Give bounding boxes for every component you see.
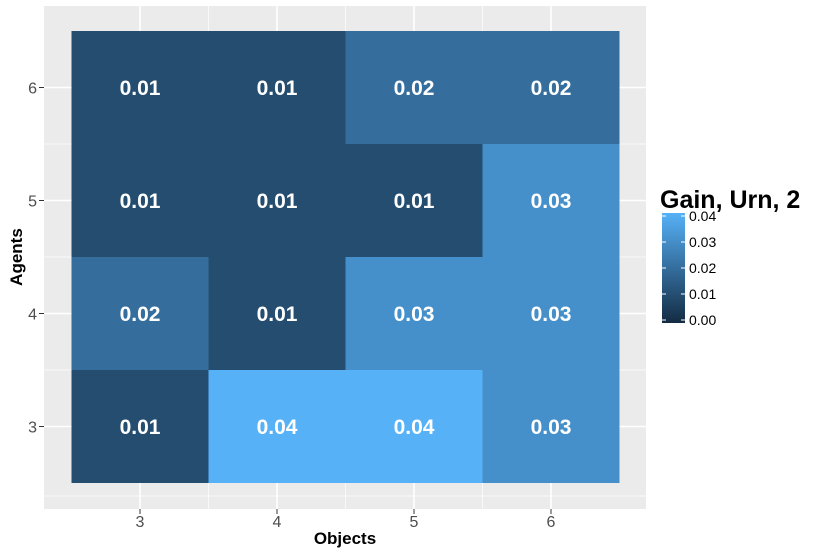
heatmap-cell	[482, 257, 620, 370]
legend-tick-label: 0.03	[689, 234, 716, 250]
legend-tick-label: 0.00	[689, 312, 716, 328]
y-tick-label: 6	[28, 81, 37, 98]
x-tick-label: 3	[136, 514, 145, 531]
cell-value-label: 0.04	[257, 416, 298, 439]
y-axis: 3 4 5 6	[28, 81, 44, 437]
heatmap-cell	[482, 31, 620, 144]
heatmap-cell	[71, 370, 209, 483]
cell-value-label: 0.01	[120, 190, 161, 213]
cell-value-label: 0.03	[531, 303, 572, 326]
legend-ticks: 0.00 0.01 0.02 0.03 0.04	[662, 208, 716, 328]
cell-value-label: 0.04	[394, 416, 435, 439]
heatmap-cell	[482, 144, 620, 257]
heatmap-cell	[208, 370, 346, 483]
heatmap-cell	[345, 370, 483, 483]
heatmap-cell	[71, 257, 209, 370]
heatmap-cell	[208, 31, 346, 144]
heatmap-cell	[208, 257, 346, 370]
cell-value-label: 0.01	[120, 416, 161, 439]
cell-value-label: 0.01	[257, 190, 298, 213]
x-tick-label: 6	[547, 514, 556, 531]
cell-value-label: 0.03	[531, 190, 572, 213]
cell-value-label: 0.01	[394, 190, 435, 213]
x-tick-label: 4	[273, 514, 282, 531]
heatmap-cell	[345, 31, 483, 144]
heatmap-cell	[345, 257, 483, 370]
heatmap-cell	[71, 144, 209, 257]
cell-value-label: 0.02	[531, 77, 572, 100]
cell-value-label: 0.03	[394, 303, 435, 326]
cell-value-label: 0.02	[394, 77, 435, 100]
cell-value-label: 0.01	[257, 303, 298, 326]
legend-tick-label: 0.02	[689, 260, 716, 276]
legend-title: Gain, Urn, 2	[660, 186, 800, 214]
color-legend: Gain, Urn, 2 0.00 0.01 0.02 0.03 0.04	[660, 186, 800, 328]
cell-labels: 0.01 0.01 0.02 0.02 0.01 0.01 0.01 0.03 0.02 0.01…	[120, 77, 572, 439]
heatmap-cell	[71, 31, 209, 144]
cell-value-label: 0.01	[120, 77, 161, 100]
heatmap-cell	[208, 144, 346, 257]
legend-tick-label: 0.04	[689, 208, 716, 224]
y-tick-label: 5	[28, 194, 37, 211]
cell-value-label: 0.03	[531, 416, 572, 439]
heatmap-cell	[345, 144, 483, 257]
y-tick-label: 4	[28, 307, 37, 324]
x-axis: 3 4 5 6	[136, 509, 556, 531]
x-tick-label: 5	[410, 514, 419, 531]
legend-tick-label: 0.01	[689, 286, 716, 302]
cell-value-label: 0.02	[120, 303, 161, 326]
y-tick-label: 3	[28, 420, 37, 437]
heatmap-cell	[482, 370, 620, 483]
legend-colorbar	[662, 213, 685, 323]
x-axis-title: Objects	[314, 529, 376, 548]
cell-value-label: 0.01	[257, 77, 298, 100]
heatmap-cells	[71, 31, 620, 483]
y-axis-title: Agents	[7, 228, 26, 286]
